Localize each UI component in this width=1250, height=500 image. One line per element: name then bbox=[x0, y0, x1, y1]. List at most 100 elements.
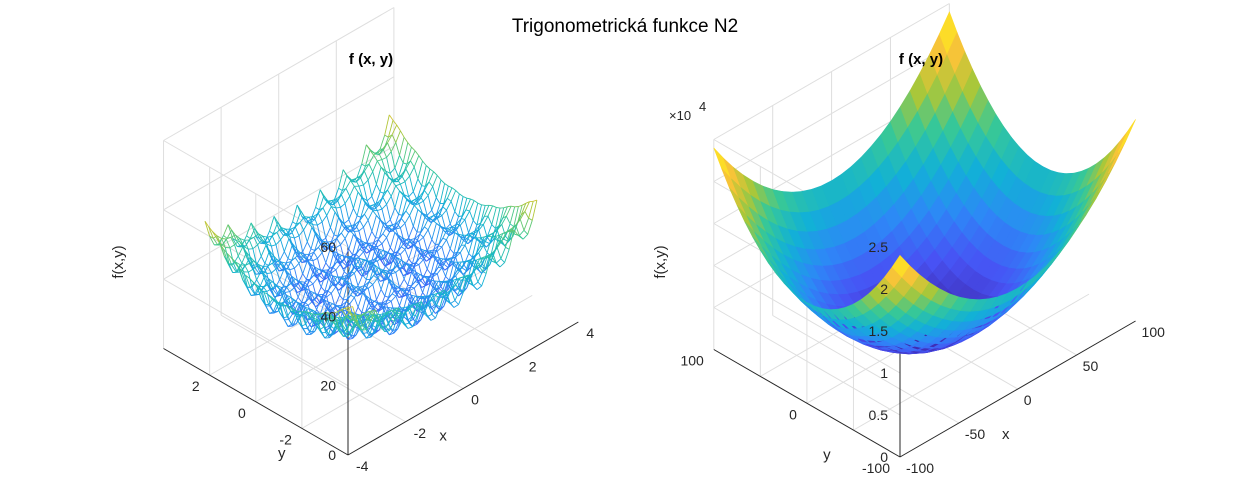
mesh-line bbox=[352, 215, 358, 229]
mesh-line bbox=[322, 290, 328, 295]
mesh-line bbox=[439, 263, 444, 266]
mesh-line bbox=[320, 241, 326, 250]
mesh-line bbox=[242, 279, 248, 288]
mesh-line bbox=[433, 212, 439, 216]
mesh-line bbox=[226, 236, 231, 239]
mesh-line bbox=[420, 215, 426, 233]
mesh-line bbox=[362, 319, 368, 327]
mesh-line bbox=[340, 320, 345, 332]
mesh-line bbox=[410, 303, 415, 307]
mesh-line bbox=[416, 301, 423, 317]
mesh-line bbox=[377, 201, 383, 210]
mesh-line bbox=[314, 209, 320, 220]
mesh-line bbox=[341, 175, 348, 191]
mesh-line bbox=[414, 295, 421, 299]
mesh-line bbox=[393, 322, 400, 334]
mesh-line bbox=[505, 231, 511, 248]
mesh-line bbox=[261, 291, 267, 307]
mesh-line bbox=[452, 278, 457, 281]
mesh-line bbox=[488, 204, 493, 207]
mesh-line bbox=[315, 189, 321, 208]
mesh-line bbox=[389, 247, 395, 254]
mesh-line bbox=[494, 225, 500, 239]
mesh-line bbox=[335, 244, 341, 249]
mesh-line bbox=[396, 265, 401, 269]
mesh-line bbox=[419, 257, 424, 261]
mesh-line bbox=[453, 227, 458, 232]
mesh-line bbox=[404, 181, 410, 197]
mesh-line bbox=[452, 251, 459, 264]
y-axis-label: y bbox=[823, 446, 831, 463]
mesh-line bbox=[371, 231, 376, 238]
mesh-line bbox=[227, 224, 234, 239]
mesh-line bbox=[344, 238, 350, 250]
mesh-line bbox=[256, 264, 261, 274]
mesh-line bbox=[284, 267, 290, 280]
mesh-line bbox=[454, 300, 459, 305]
mesh-line bbox=[352, 208, 358, 217]
z-axis-label: f(x,y) bbox=[652, 245, 669, 278]
mesh-line bbox=[377, 152, 383, 160]
mesh-line bbox=[396, 285, 402, 289]
mesh-line bbox=[235, 234, 241, 239]
mesh-line bbox=[436, 273, 442, 287]
mesh-line bbox=[373, 242, 378, 248]
mesh-line bbox=[323, 326, 329, 335]
mesh-line bbox=[423, 303, 429, 307]
y-axis-line bbox=[713, 349, 901, 458]
mesh-line bbox=[278, 302, 284, 318]
mesh-line bbox=[392, 315, 397, 319]
mesh-line bbox=[299, 222, 305, 231]
mesh-line bbox=[309, 290, 316, 301]
mesh-line bbox=[409, 205, 415, 216]
mesh-line bbox=[482, 236, 488, 243]
mesh-line bbox=[427, 296, 433, 309]
mesh-line bbox=[270, 245, 276, 263]
mesh-line bbox=[438, 280, 444, 283]
mesh-line bbox=[252, 269, 258, 280]
mesh-line bbox=[499, 262, 505, 268]
mesh-line bbox=[509, 223, 515, 228]
mesh-line bbox=[375, 166, 382, 185]
mesh-line bbox=[243, 245, 249, 250]
mesh-line bbox=[500, 247, 506, 259]
mesh-line bbox=[295, 248, 302, 258]
mesh-line bbox=[365, 326, 371, 335]
mesh-line bbox=[362, 260, 368, 276]
mesh-line bbox=[304, 254, 309, 261]
mesh-line bbox=[344, 278, 350, 288]
mesh-line bbox=[370, 327, 377, 338]
mesh-line bbox=[370, 332, 376, 338]
x-tick-label: 4 bbox=[586, 325, 594, 341]
mesh-line bbox=[422, 200, 428, 216]
mesh-line bbox=[477, 281, 482, 287]
mesh-line bbox=[362, 245, 367, 254]
mesh-line bbox=[415, 262, 420, 266]
mesh-line bbox=[355, 177, 362, 183]
mesh-line bbox=[360, 166, 366, 178]
mesh-line bbox=[350, 314, 355, 321]
mesh-line bbox=[360, 213, 365, 218]
mesh-line bbox=[345, 312, 351, 317]
mesh-line bbox=[293, 284, 298, 293]
mesh-line bbox=[525, 201, 530, 204]
mesh-line bbox=[368, 205, 374, 211]
mesh-line bbox=[419, 250, 425, 259]
mesh-line bbox=[329, 211, 336, 228]
mesh-line bbox=[346, 284, 353, 300]
mesh-line bbox=[312, 283, 318, 298]
mesh-line bbox=[436, 251, 442, 265]
mesh-line bbox=[420, 280, 426, 287]
plot-title: f (x, y) bbox=[349, 51, 393, 68]
mesh-line bbox=[403, 194, 409, 202]
mesh-line bbox=[249, 256, 256, 268]
mesh-line bbox=[378, 233, 384, 239]
mesh-line bbox=[238, 267, 245, 273]
mesh-line bbox=[307, 311, 314, 318]
mesh-line bbox=[359, 258, 365, 261]
mesh-line bbox=[271, 262, 277, 270]
mesh-line bbox=[272, 222, 279, 234]
mesh-line bbox=[390, 151, 396, 169]
mesh-line bbox=[301, 323, 306, 327]
mesh-line bbox=[338, 187, 343, 191]
